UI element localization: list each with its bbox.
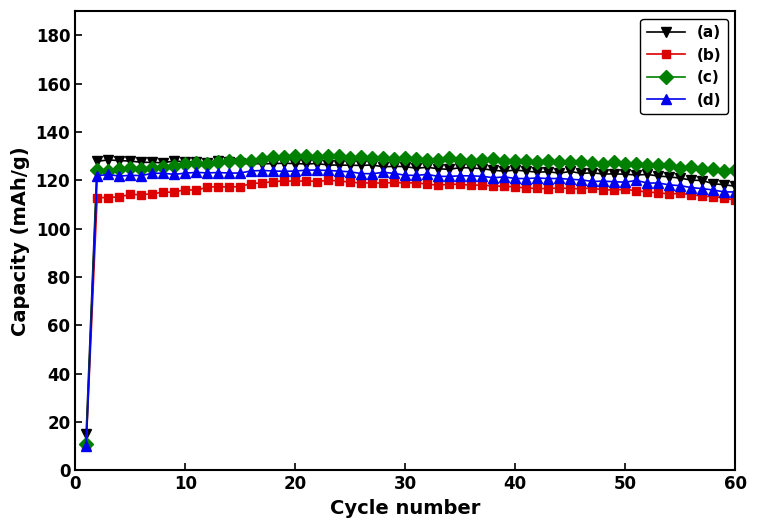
(a) [202,160,211,167]
(c) [246,157,255,163]
(b) [302,178,311,184]
(c) [302,152,311,159]
(d) [500,174,509,180]
(b) [192,187,201,194]
(d) [268,168,277,174]
(a) [302,161,311,167]
Line: (a): (a) [81,155,741,439]
(a) [500,168,509,175]
(c) [82,441,91,447]
Y-axis label: Capacity (mAh/g): Capacity (mAh/g) [11,146,30,335]
Line: (b): (b) [82,176,740,451]
(c) [192,160,201,166]
X-axis label: Cycle number: Cycle number [330,499,481,518]
(a) [82,431,91,437]
(c) [324,152,333,159]
(d) [82,443,91,450]
(a) [258,161,267,167]
(d) [290,168,299,174]
(b) [500,183,509,189]
(a) [104,157,113,163]
(c) [500,158,509,165]
(b) [324,177,333,184]
(d) [313,167,322,174]
(c) [731,167,740,174]
(b) [290,178,299,185]
(c) [268,153,277,160]
(d) [246,168,255,174]
(b) [731,197,740,204]
Line: (d): (d) [81,165,741,451]
Legend: (a), (b), (c), (d): (a), (b), (c), (d) [641,19,728,114]
(b) [246,180,255,187]
(a) [280,160,289,167]
(c) [290,153,299,159]
(a) [731,183,740,189]
(a) [313,160,322,167]
Line: (c): (c) [81,151,741,449]
(b) [268,179,277,185]
(d) [192,169,201,176]
(d) [731,189,740,195]
(b) [82,443,91,450]
(d) [302,167,311,174]
